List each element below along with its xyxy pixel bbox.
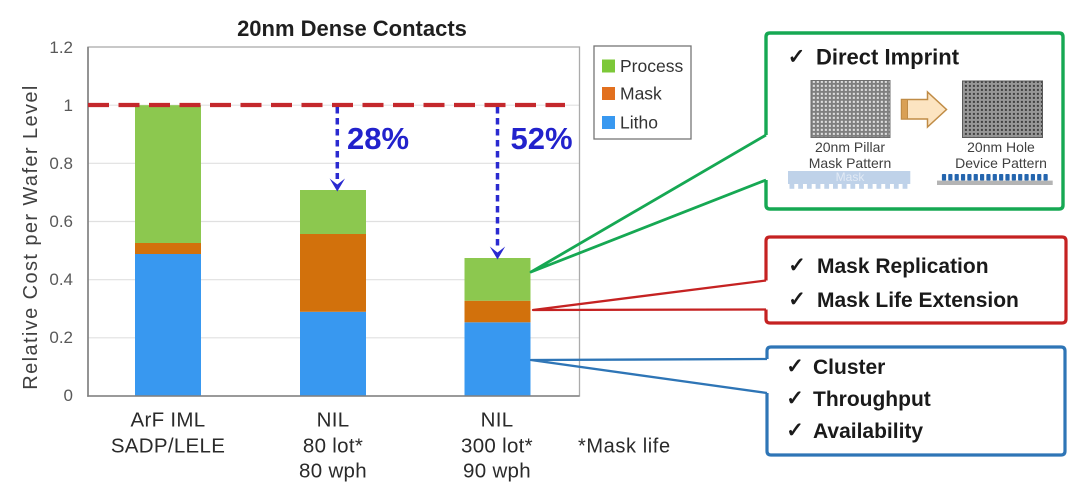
svg-text:NIL: NIL <box>481 409 514 432</box>
svg-text:Process: Process <box>620 56 683 76</box>
svg-text:28%: 28% <box>347 121 409 156</box>
svg-text:0.8: 0.8 <box>49 154 73 173</box>
svg-text:0: 0 <box>64 386 73 405</box>
svg-text:NIL: NIL <box>317 409 350 432</box>
svg-text:✓: ✓ <box>788 288 806 311</box>
svg-text:Mask: Mask <box>620 84 662 104</box>
svg-text:20nm Dense Contacts: 20nm Dense Contacts <box>237 16 467 41</box>
svg-text:Mask Life Extension: Mask Life Extension <box>817 289 1019 312</box>
svg-text:80 lot*: 80 lot* <box>303 435 363 458</box>
svg-text:✓: ✓ <box>788 46 806 69</box>
svg-text:ArF IML: ArF IML <box>131 409 206 432</box>
svg-text:1.2: 1.2 <box>49 38 73 57</box>
svg-text:*Mask life: *Mask life <box>578 436 671 458</box>
svg-text:20nm Pillar: 20nm Pillar <box>815 139 885 155</box>
svg-text:80 wph: 80 wph <box>299 460 367 483</box>
svg-text:✓: ✓ <box>786 387 804 410</box>
svg-text:✓: ✓ <box>786 355 804 378</box>
svg-text:Relative Cost per Wafer Level: Relative Cost per Wafer Level <box>20 84 42 390</box>
svg-text:90 wph: 90 wph <box>463 460 531 483</box>
svg-text:20nm Hole: 20nm Hole <box>967 139 1035 155</box>
svg-text:0.6: 0.6 <box>49 212 73 231</box>
svg-text:✓: ✓ <box>786 419 804 442</box>
svg-text:0.2: 0.2 <box>49 328 73 347</box>
svg-text:Cluster: Cluster <box>813 356 885 379</box>
svg-text:Mask: Mask <box>836 170 866 184</box>
svg-text:1: 1 <box>64 96 73 115</box>
svg-text:52%: 52% <box>511 121 573 156</box>
svg-text:SADP/LELE: SADP/LELE <box>111 435 225 458</box>
svg-text:✓: ✓ <box>788 254 806 277</box>
svg-text:Mask Replication: Mask Replication <box>817 255 989 278</box>
svg-text:0.4: 0.4 <box>49 270 73 289</box>
svg-text:Device Pattern: Device Pattern <box>955 155 1047 171</box>
svg-text:Availability: Availability <box>813 420 923 443</box>
svg-text:Mask Pattern: Mask Pattern <box>809 155 891 171</box>
svg-text:Litho: Litho <box>620 113 658 133</box>
svg-text:300 lot*: 300 lot* <box>461 435 533 458</box>
svg-text:Throughput: Throughput <box>813 388 931 411</box>
svg-text:Direct Imprint: Direct Imprint <box>816 45 960 70</box>
